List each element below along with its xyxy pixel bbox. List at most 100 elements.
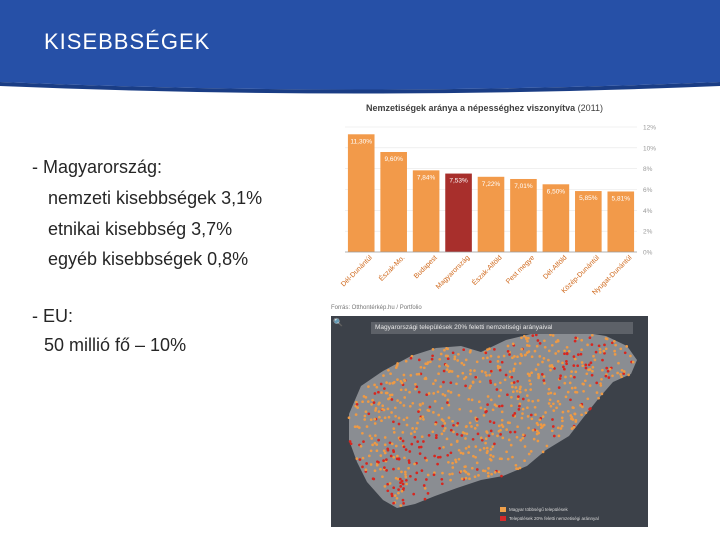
minority-settlement-dot: [449, 451, 453, 455]
majority-settlement-dot: [438, 357, 442, 361]
bar: [607, 191, 635, 252]
majority-settlement-dot: [405, 482, 408, 486]
majority-settlement-dot: [500, 418, 504, 422]
majority-settlement-dot: [481, 356, 485, 360]
majority-settlement-dot: [378, 415, 381, 419]
majority-settlement-dot: [514, 463, 518, 467]
majority-settlement-dot: [479, 406, 483, 410]
majority-settlement-dot: [592, 354, 595, 358]
minority-settlement-dot: [565, 362, 568, 366]
majority-settlement-dot: [556, 339, 560, 343]
minority-settlement-dot: [576, 353, 580, 356]
majority-settlement-dot: [374, 434, 377, 437]
minority-settlement-dot: [563, 352, 566, 356]
minority-settlement-dot: [365, 462, 368, 465]
majority-settlement-dot: [415, 372, 419, 376]
majority-settlement-dot: [518, 387, 522, 391]
majority-settlement-dot: [453, 357, 457, 361]
majority-settlement-dot: [444, 354, 448, 358]
majority-settlement-dot: [544, 411, 547, 414]
majority-settlement-dot: [534, 413, 537, 417]
majority-settlement-dot: [421, 402, 425, 405]
minority-settlement-dot: [584, 366, 588, 370]
minority-settlement-dot: [462, 348, 466, 352]
majority-settlement-dot: [497, 424, 501, 428]
majority-settlement-dot: [530, 371, 533, 375]
minority-settlement-dot: [427, 434, 431, 437]
minority-settlement-dot: [498, 404, 501, 408]
majority-settlement-dot: [524, 388, 528, 392]
minority-settlement-dot: [446, 453, 450, 457]
majority-settlement-dot: [527, 344, 531, 348]
minority-settlement-dot: [456, 421, 460, 425]
majority-settlement-dot: [440, 432, 444, 436]
minority-settlement-dot: [475, 417, 479, 421]
majority-settlement-dot: [573, 357, 577, 361]
chart-title: Nemzetiségek aránya a népességhez viszon…: [366, 103, 603, 113]
majority-settlement-dot: [619, 347, 623, 351]
majority-settlement-dot: [566, 409, 570, 413]
majority-settlement-dot: [536, 363, 540, 366]
majority-settlement-dot: [361, 456, 365, 460]
minority-settlement-dot: [518, 404, 521, 408]
majority-settlement-dot: [446, 398, 450, 402]
majority-settlement-dot: [443, 422, 447, 425]
zoom-icon[interactable]: 🔍: [333, 318, 343, 327]
majority-settlement-dot: [560, 416, 564, 420]
majority-settlement-dot: [357, 426, 361, 429]
minority-settlement-dot: [383, 466, 386, 469]
majority-settlement-dot: [373, 441, 377, 445]
majority-settlement-dot: [486, 471, 490, 475]
majority-settlement-dot: [532, 437, 536, 441]
minority-settlement-dot: [401, 482, 405, 486]
majority-settlement-dot: [455, 439, 459, 443]
majority-settlement-dot: [384, 391, 388, 395]
majority-settlement-dot: [403, 470, 407, 474]
majority-settlement-dot: [505, 428, 509, 431]
minority-settlement-dot: [405, 478, 408, 482]
majority-settlement-dot: [451, 419, 454, 423]
majority-settlement-dot: [527, 426, 530, 430]
majority-settlement-dot: [542, 375, 546, 378]
minority-settlement-dot: [425, 478, 428, 481]
majority-settlement-dot: [565, 345, 569, 349]
minority-settlement-dot: [579, 352, 583, 356]
majority-settlement-dot: [382, 374, 385, 377]
majority-settlement-dot: [555, 406, 558, 410]
majority-settlement-dot: [525, 351, 529, 354]
majority-settlement-dot: [399, 388, 403, 392]
majority-settlement-dot: [498, 381, 502, 385]
majority-settlement-dot: [567, 349, 571, 353]
majority-settlement-dot: [449, 478, 452, 482]
majority-settlement-dot: [521, 436, 525, 440]
majority-settlement-dot: [396, 378, 399, 381]
majority-settlement-dot: [533, 349, 537, 353]
majority-settlement-dot: [442, 429, 446, 433]
minority-settlement-dot: [455, 433, 459, 436]
minority-settlement-dot: [452, 423, 455, 427]
majority-settlement-dot: [591, 365, 595, 369]
majority-settlement-dot: [390, 411, 393, 414]
minority-settlement-dot: [589, 407, 592, 410]
majority-settlement-dot: [471, 381, 475, 384]
majority-settlement-dot: [601, 368, 604, 372]
majority-settlement-dot: [556, 400, 560, 403]
majority-settlement-dot: [499, 388, 503, 392]
minority-settlement-dot: [409, 474, 412, 478]
minority-settlement-dot: [425, 393, 429, 397]
majority-settlement-dot: [426, 473, 430, 477]
data-label: 7,53%: [449, 178, 468, 185]
minority-settlement-dot: [407, 459, 411, 462]
majority-settlement-dot: [574, 420, 578, 423]
minority-settlement-dot: [486, 403, 489, 406]
majority-settlement-dot: [611, 374, 614, 378]
majority-settlement-dot: [431, 348, 435, 351]
majority-settlement-dot: [392, 431, 396, 434]
minority-settlement-dot: [536, 339, 540, 342]
majority-settlement-dot: [407, 466, 410, 470]
majority-settlement-dot: [554, 352, 558, 355]
minority-settlement-dot: [417, 390, 421, 394]
majority-settlement-dot: [563, 381, 567, 385]
majority-settlement-dot: [491, 408, 495, 412]
majority-settlement-dot: [587, 368, 590, 372]
